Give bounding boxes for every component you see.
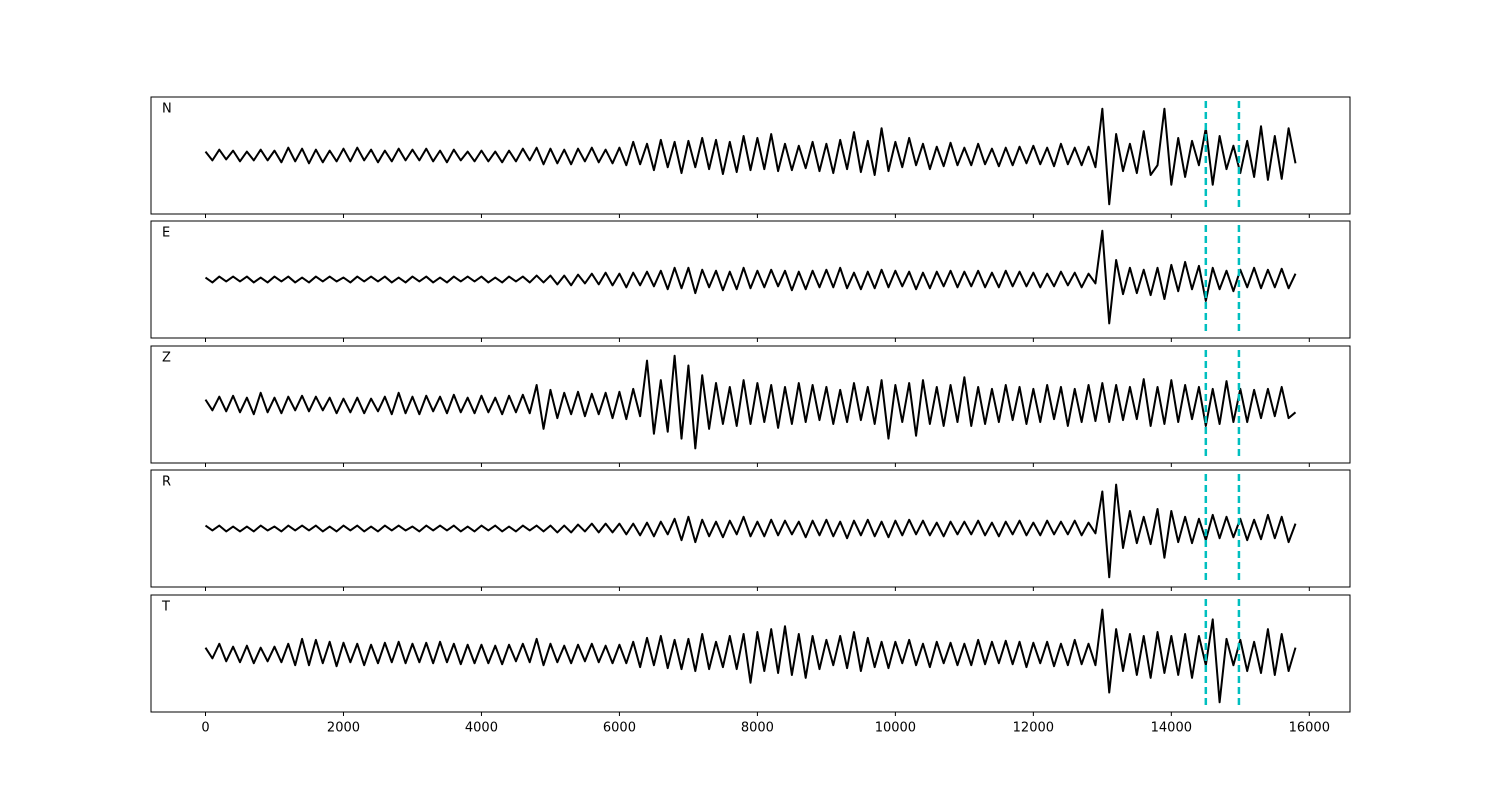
- x-tick-label: 12000: [1013, 721, 1054, 736]
- panel-label: Z: [162, 351, 171, 366]
- panel-frame: [150, 220, 1351, 339]
- x-tick-label: 8000: [741, 721, 774, 736]
- panel-frame: [150, 345, 1351, 464]
- panel-label: N: [162, 102, 172, 117]
- trace: [204, 229, 1297, 325]
- x-tick-label: 4000: [465, 721, 498, 736]
- panel-label: R: [162, 475, 171, 490]
- x-tick-label: 14000: [1151, 721, 1192, 736]
- panel-label: E: [162, 226, 170, 241]
- x-tick-label: 2000: [327, 721, 360, 736]
- panel-frame: [150, 96, 1351, 215]
- x-tick-label: 16000: [1289, 721, 1330, 736]
- panel-frame: [150, 469, 1351, 588]
- trace: [204, 107, 1297, 206]
- trace: [204, 483, 1297, 579]
- x-tick-label: 0: [201, 721, 209, 736]
- panel-label: T: [161, 600, 170, 615]
- trace: [204, 608, 1297, 704]
- trace: [204, 354, 1297, 450]
- x-tick-label: 6000: [603, 721, 636, 736]
- x-tick-label: 10000: [875, 721, 916, 736]
- panel-frame: [150, 594, 1351, 713]
